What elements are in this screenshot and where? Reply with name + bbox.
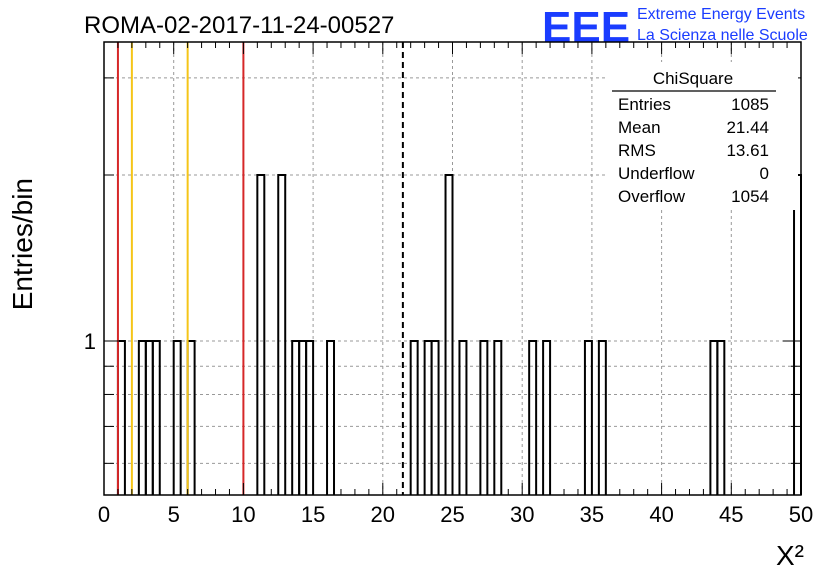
y-tick-labels: 1 [84, 329, 96, 354]
stats-box-background [608, 62, 798, 210]
histogram-bar [277, 174, 287, 495]
x-tick-label: 15 [301, 502, 325, 527]
reference-lines [116, 42, 404, 495]
x-tick-label: 25 [440, 502, 464, 527]
histogram-bar [172, 340, 182, 495]
histogram-bar [493, 340, 503, 495]
stats-value-entries: 1085 [731, 95, 769, 114]
histogram-bar [423, 340, 433, 495]
stats-label-underflow: Underflow [618, 164, 695, 183]
x-tick-label: 0 [98, 502, 110, 527]
eee-logo-line2: La Scienza nelle Scuole [637, 27, 808, 44]
histogram-bar [444, 174, 454, 495]
histogram-bar [116, 340, 126, 495]
histogram-bar [430, 340, 440, 495]
histogram-bar [583, 340, 593, 495]
histogram-bar [298, 340, 308, 495]
histogram-bar [793, 174, 802, 495]
histogram-bar [716, 340, 726, 495]
histogram-bar [542, 340, 552, 495]
x-axis-title: X² [776, 540, 804, 571]
stats-value-rms: 13.61 [726, 141, 769, 160]
y-tick-label: 1 [84, 329, 96, 354]
x-tick-label: 10 [231, 502, 255, 527]
histogram-bar [479, 340, 489, 495]
histogram-bar [326, 340, 336, 495]
stats-value-overflow: 1054 [731, 187, 769, 206]
histogram-bar [186, 340, 196, 495]
histogram-bar [151, 340, 161, 495]
plot-title: ROMA-02-2017-11-24-00527 [84, 12, 394, 39]
eee-logo-line1: Extreme Energy Events [637, 6, 805, 23]
eee-logo: EEE Extreme Energy Events La Scienza nel… [542, 3, 808, 52]
stats-label-mean: Mean [618, 118, 661, 137]
x-tick-label: 5 [168, 502, 180, 527]
stats-box-title: ChiSquare [653, 69, 733, 88]
histogram-bar [458, 340, 468, 495]
histogram-bar [528, 340, 538, 495]
histogram-bar [305, 340, 315, 495]
histogram-bar [256, 174, 266, 495]
stats-value-underflow: 0 [760, 164, 769, 183]
stats-label-overflow: Overflow [618, 187, 686, 206]
x-tick-label: 35 [580, 502, 604, 527]
axis-ticks [103, 42, 802, 495]
stats-value-mean: 21.44 [726, 118, 769, 137]
histogram-bar [137, 340, 147, 495]
histogram-bar [597, 340, 607, 495]
x-tick-label: 45 [719, 502, 743, 527]
stats-label-rms: RMS [618, 141, 656, 160]
histogram-bars [116, 174, 802, 495]
x-tick-label: 20 [371, 502, 395, 527]
x-tick-label: 30 [510, 502, 534, 527]
x-tick-label: 50 [789, 502, 813, 527]
stats-box: ChiSquare Entries 1085 Mean 21.44 RMS 13… [608, 62, 798, 210]
x-tick-label: 40 [649, 502, 673, 527]
histogram-bar [144, 340, 154, 495]
y-axis-title: Entries/bin [7, 178, 38, 310]
x-tick-labels: 0 5 10 15 20 25 30 35 40 45 50 [98, 502, 813, 527]
histogram-bar [409, 340, 419, 495]
eee-logo-mark: EEE [542, 3, 630, 52]
stats-label-entries: Entries [618, 95, 671, 114]
histogram-bar [291, 340, 301, 495]
histogram-bar [709, 340, 719, 495]
